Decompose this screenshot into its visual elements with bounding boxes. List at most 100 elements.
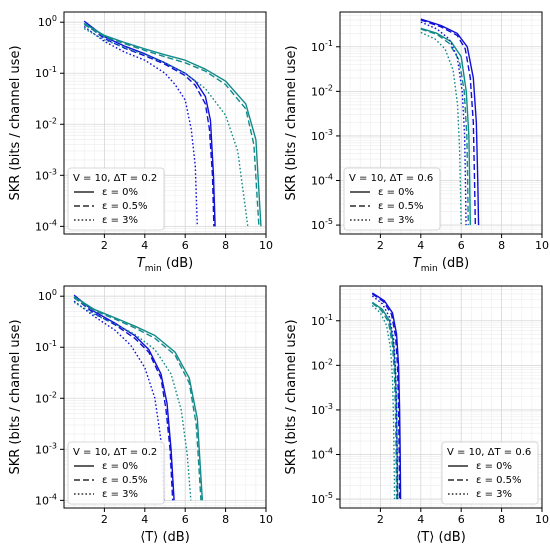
legend-entry: ε = 0.5%: [476, 475, 522, 486]
x-axis-label: Tmin (dB): [137, 256, 193, 274]
x-tick-label: 10: [259, 513, 273, 526]
series-line-blue-dashed: [83, 22, 215, 227]
y-tick-exponent: -3: [325, 128, 333, 137]
x-tick-label: 4: [417, 513, 424, 526]
y-tick-exponent: -4: [325, 173, 333, 182]
x-tick-label: 6: [458, 239, 465, 252]
x-tick-label: 4: [141, 513, 148, 526]
series-line-blue-dotted: [73, 300, 165, 501]
y-tick-base: 10: [311, 130, 325, 143]
y-tick-base: 10: [311, 219, 325, 232]
y-tick-exponent: -1: [49, 65, 57, 74]
y-tick-base: 10: [311, 41, 325, 54]
x-axis-label-unit: (dB): [162, 256, 193, 271]
x-tick-label: 10: [535, 513, 549, 526]
legend-entry: ε = 3%: [378, 215, 414, 226]
series-line-teal-solid: [420, 27, 471, 226]
legend-entry: ε = 0.5%: [102, 475, 148, 486]
series-line-teal-dotted: [420, 31, 462, 226]
y-tick-base: 10: [311, 404, 325, 417]
series-line-teal-dashed: [371, 302, 398, 500]
y-tick-label: 10-1: [311, 313, 333, 328]
y-tick-base: 10: [38, 16, 52, 29]
legend-box: [67, 167, 165, 231]
y-tick-label: 10-2: [311, 357, 333, 372]
x-axis-label-base: T: [413, 256, 422, 271]
legend-entry: ε = 3%: [476, 489, 512, 500]
y-tick-base: 10: [311, 315, 325, 328]
legend-entry: ε = 0%: [378, 187, 414, 198]
x-axis-label-base: T: [137, 256, 146, 271]
y-tick-exponent: -2: [325, 357, 333, 366]
y-tick-label: 10-4: [311, 447, 333, 462]
x-axis-label: Tmin (dB): [413, 256, 469, 274]
x-tick-label: 8: [222, 239, 229, 252]
series-group: [83, 20, 262, 227]
series-line-teal-dashed: [73, 297, 202, 501]
y-tick-exponent: 0: [52, 288, 57, 297]
x-axis-label-sub: min: [145, 264, 162, 274]
legend-entry: ε = 3%: [102, 489, 138, 500]
series-group: [420, 18, 480, 226]
series-line-teal-dashed: [83, 23, 260, 227]
x-axis-label: ⟨T⟩ (dB): [140, 530, 190, 545]
y-tick-label: 10-1: [311, 39, 333, 54]
y-tick-exponent: -3: [325, 402, 333, 411]
y-tick-base: 10: [311, 175, 325, 188]
legend-title: V = 10, ΔT = 0.6: [447, 447, 531, 458]
y-tick-exponent: -1: [49, 339, 57, 348]
y-tick-label: 100: [38, 14, 57, 29]
y-tick-exponent: 0: [52, 14, 57, 23]
y-tick-exponent: -4: [49, 218, 57, 227]
series-line-blue-dotted: [371, 295, 399, 500]
series-line-blue-solid: [420, 18, 480, 226]
y-tick-base: 10: [35, 494, 49, 507]
plot-frame: [63, 11, 267, 235]
y-tick-label: 10-2: [35, 116, 57, 131]
y-tick-base: 10: [35, 67, 49, 80]
y-tick-label: 10-4: [311, 173, 333, 188]
legend: V = 10, ΔT = 0.2 ε = 0% ε = 0.5% ε = 3%: [67, 441, 165, 505]
x-tick-label: 8: [498, 239, 505, 252]
y-tick-base: 10: [311, 449, 325, 462]
x-tick-label: 2: [377, 239, 384, 252]
y-tick-base: 10: [35, 392, 49, 405]
x-tick-label: 8: [498, 513, 505, 526]
x-tick-label: 8: [222, 513, 229, 526]
y-tick-exponent: -4: [49, 492, 57, 501]
legend-entry: ε = 0%: [476, 461, 512, 472]
legend: V = 10, ΔT = 0.2 ε = 0% ε = 0.5% ε = 3%: [67, 167, 165, 231]
x-axis-label-unit: (dB): [438, 256, 469, 271]
y-tick-label: 10-2: [35, 390, 57, 405]
series-line-blue-solid: [371, 292, 402, 500]
y-tick-label: 10-1: [35, 339, 57, 354]
series-line-teal-dotted: [83, 27, 249, 227]
x-tick-label: 2: [101, 239, 108, 252]
series-group: [371, 292, 402, 500]
y-axis-label: SKR (bits / channel use): [8, 45, 23, 200]
y-tick-label: 100: [38, 288, 57, 303]
series-line-blue-dashed: [371, 293, 401, 500]
y-tick-label: 10-3: [35, 441, 57, 456]
legend-entry: ε = 0.5%: [378, 201, 424, 212]
x-axis-label-sub: min: [421, 264, 438, 274]
y-tick-base: 10: [311, 85, 325, 98]
plot-frame: [339, 285, 543, 509]
legend: V = 10, ΔT = 0.6 ε = 0% ε = 0.5% ε = 3%: [441, 441, 539, 505]
y-tick-exponent: -2: [325, 83, 333, 92]
x-tick-label: 4: [141, 239, 148, 252]
series-line-teal-dotted: [371, 304, 396, 500]
y-tick-label: 10-4: [35, 218, 57, 233]
x-tick-label: 2: [101, 513, 108, 526]
plot-frame: [63, 285, 267, 509]
y-axis-label: SKR (bits / channel use): [284, 319, 299, 474]
y-tick-label: 10-3: [311, 402, 333, 417]
y-tick-exponent: -1: [325, 313, 333, 322]
legend: V = 10, ΔT = 0.6 ε = 0% ε = 0.5% ε = 3%: [343, 167, 441, 231]
y-tick-label: 10-5: [311, 491, 333, 506]
series-line-blue-solid: [73, 294, 175, 501]
y-tick-label: 10-2: [311, 83, 333, 98]
y-tick-exponent: -1: [325, 39, 333, 48]
